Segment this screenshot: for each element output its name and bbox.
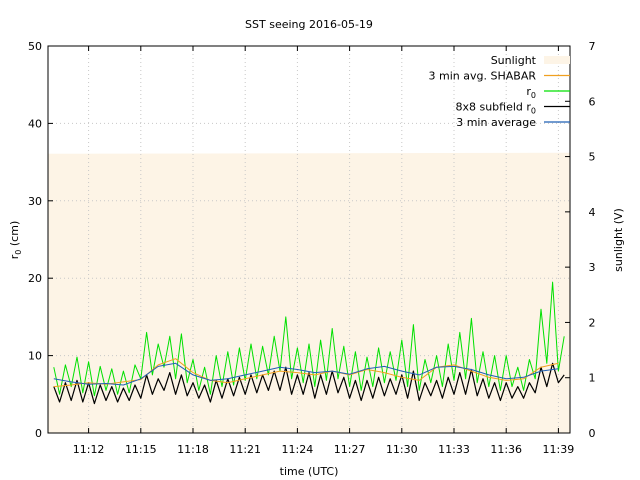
series-line-subfield_r0 (53, 362, 565, 405)
y2-tick-label: 4 (589, 206, 596, 219)
legend-label-sub: 0 (531, 107, 536, 116)
axis-ticks: 11:12 11:15 11:18 11:21 11:24 11:27 11:30 11:33… (28, 40, 596, 456)
legend-label: Sunlight (491, 54, 537, 67)
x-tick-label: 11:21 (229, 443, 261, 456)
x-tick-label: 11:27 (334, 443, 366, 456)
chart-title: SST seeing 2016-05-19 (245, 18, 373, 31)
y-tick-label: 0 (35, 427, 42, 440)
legend-label-text: 8x8 subfield r (455, 101, 531, 114)
y-axis-label-sub: 0 (14, 250, 23, 255)
legend-label: 8x8 subfield r0 (455, 101, 536, 116)
x-tick-label: 11:24 (282, 443, 314, 456)
x-axis-label: time (UTC) (280, 465, 339, 478)
y2-tick-label: 0 (589, 427, 596, 440)
plot-frame (47, 45, 571, 434)
x-tick-label: 11:39 (543, 443, 575, 456)
y-tick-label: 30 (28, 195, 42, 208)
x-tick-label: 11:18 (177, 443, 209, 456)
legend-label-text: Sunlight (491, 54, 537, 67)
y-axis-label: r0 (cm) (8, 221, 23, 259)
legend-label-text: r (526, 85, 531, 98)
x-tick-label: 11:30 (386, 443, 418, 456)
y-axis-label-unit: (cm) (8, 221, 21, 250)
sunlight-layer (48, 152, 570, 434)
y-axis-label-main: r (8, 254, 21, 259)
y2-tick-label: 7 (589, 40, 596, 53)
y2-axis-label: sunlight (V) (612, 208, 625, 272)
y-tick-label: 20 (28, 272, 42, 285)
y2-tick-label: 2 (589, 316, 596, 329)
legend-label-text: 3 min avg. SHABAR (429, 70, 537, 83)
grid (48, 46, 570, 433)
x-tick-label: 11:15 (125, 443, 157, 456)
y2-tick-label: 3 (589, 261, 596, 274)
sunlight-area (48, 152, 570, 434)
y-tick-label: 40 (28, 117, 42, 130)
legend-label: 3 min avg. SHABAR (429, 70, 537, 83)
y-tick-label: 50 (28, 40, 42, 53)
y2-tick-label: 5 (589, 151, 596, 164)
legend-label: 3 min average (456, 116, 536, 129)
legend-label-text: 3 min average (456, 116, 536, 129)
legend-label-sub: 0 (531, 91, 536, 100)
y2-tick-label: 6 (589, 95, 596, 108)
y2-tick-label: 1 (589, 372, 596, 385)
y-tick-label: 10 (28, 350, 42, 363)
x-tick-label: 11:33 (438, 443, 470, 456)
x-tick-label: 11:36 (490, 443, 522, 456)
series-layer (53, 281, 565, 405)
legend-swatch (544, 56, 570, 64)
series-line-avg3 (53, 362, 559, 386)
legend-label: r0 (526, 85, 536, 100)
x-tick-label: 11:12 (73, 443, 105, 456)
